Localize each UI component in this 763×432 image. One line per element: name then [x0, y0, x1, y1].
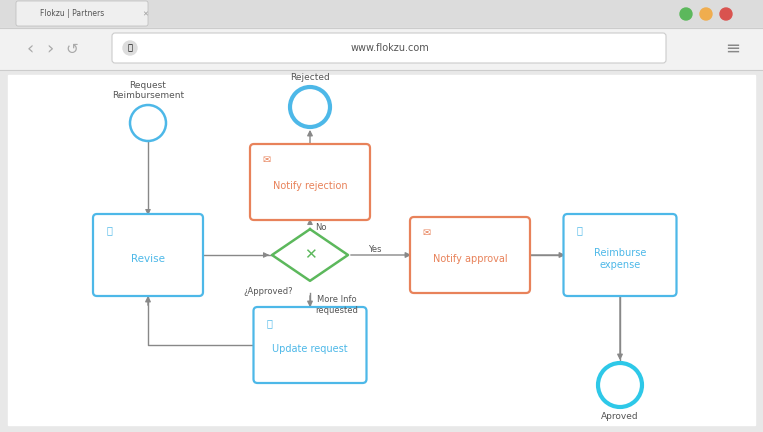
- FancyBboxPatch shape: [253, 307, 366, 383]
- Circle shape: [720, 8, 732, 20]
- Text: ✉: ✉: [422, 228, 430, 238]
- Text: Revise: Revise: [131, 254, 165, 264]
- FancyBboxPatch shape: [16, 1, 148, 26]
- Text: Rejected: Rejected: [290, 73, 330, 82]
- FancyBboxPatch shape: [564, 214, 677, 296]
- Text: ›: ›: [47, 40, 53, 58]
- Text: Aproved: Aproved: [601, 412, 639, 421]
- FancyBboxPatch shape: [250, 144, 370, 220]
- Text: No: No: [315, 223, 327, 232]
- Text: Notify approval: Notify approval: [433, 254, 507, 264]
- Text: ↺: ↺: [66, 41, 79, 57]
- Text: Request
Reimbursement: Request Reimbursement: [112, 81, 184, 100]
- Circle shape: [680, 8, 692, 20]
- Text: 🌐: 🌐: [127, 44, 133, 53]
- Text: ¿Approved?: ¿Approved?: [243, 287, 293, 296]
- Text: 👤: 👤: [106, 225, 112, 235]
- Text: 👤: 👤: [266, 318, 272, 328]
- Text: Reimburse
expense: Reimburse expense: [594, 248, 646, 270]
- Bar: [0, 0, 763, 28]
- Text: Yes: Yes: [368, 245, 382, 254]
- Text: Update request: Update request: [272, 344, 348, 354]
- Circle shape: [700, 8, 712, 20]
- Text: ✕: ✕: [142, 11, 148, 17]
- Text: More Info
requested: More Info requested: [315, 295, 358, 314]
- Bar: [8, 75, 755, 425]
- Circle shape: [123, 41, 137, 55]
- Text: Notify rejection: Notify rejection: [272, 181, 347, 191]
- Text: ✉: ✉: [262, 155, 270, 165]
- Text: ✕: ✕: [304, 248, 317, 263]
- FancyBboxPatch shape: [410, 217, 530, 293]
- Bar: [0, 28, 763, 70]
- Text: 👤: 👤: [577, 225, 582, 235]
- FancyBboxPatch shape: [112, 33, 666, 63]
- Text: Flokzu | Partners: Flokzu | Partners: [40, 10, 104, 19]
- FancyBboxPatch shape: [93, 214, 203, 296]
- Text: ≡: ≡: [726, 40, 741, 58]
- Text: ‹: ‹: [27, 40, 34, 58]
- Polygon shape: [272, 229, 348, 281]
- Text: www.flokzu.com: www.flokzu.com: [351, 43, 430, 53]
